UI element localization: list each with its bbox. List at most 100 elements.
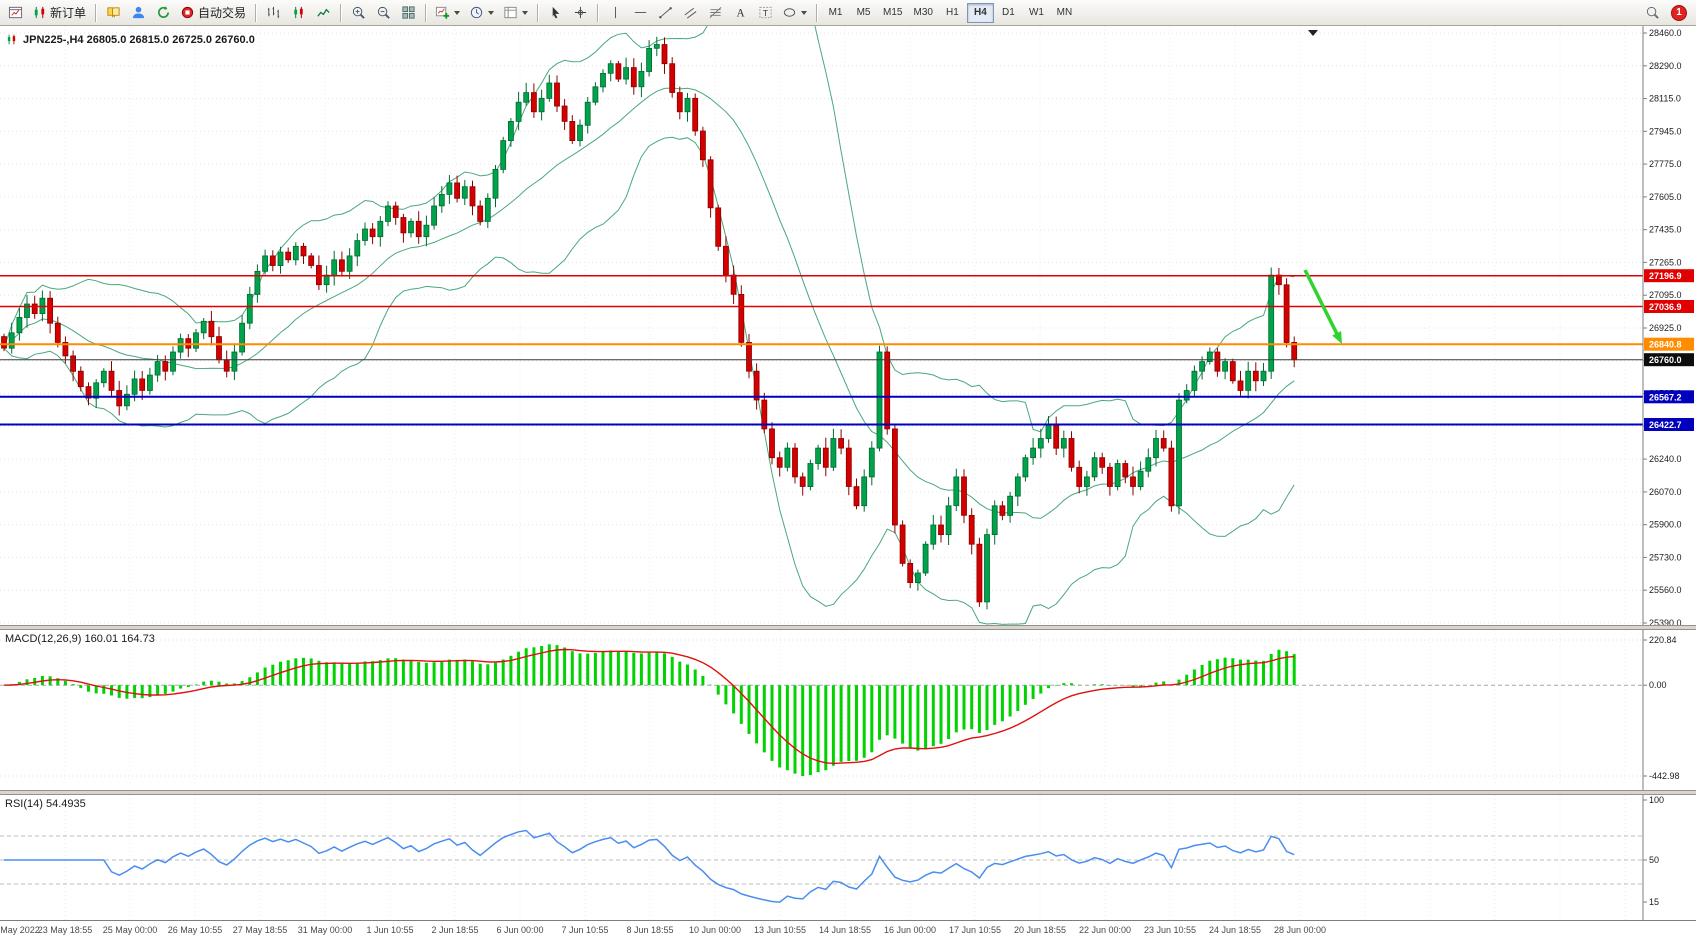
crosshair-tool-button[interactable] [568,2,592,24]
macd-histogram [10,644,1296,776]
shift-marker-icon[interactable] [1308,30,1318,36]
timeframe-m5-button[interactable]: M5 [850,3,877,23]
svg-text:27095.0: 27095.0 [1649,290,1682,300]
auto-trading-button[interactable]: 自动交易 [176,2,250,24]
timeframe-h4-button[interactable]: H4 [966,2,994,23]
toolbar-separator [537,3,539,22]
channel-tool-button[interactable] [678,2,702,24]
timeframe-m15-button[interactable]: M15 [878,3,907,23]
svg-text:25900.0: 25900.0 [1649,520,1682,530]
time-label: 27 May 18:55 [232,925,288,935]
tile-windows-button[interactable] [396,2,420,24]
svg-text:25560.0: 25560.0 [1649,585,1682,595]
fibonacci-icon [709,6,721,19]
timeframe-m1-button[interactable]: M1 [822,3,849,23]
svg-text:-442.98: -442.98 [1649,771,1680,781]
timeframe-w1-button[interactable]: W1 [1023,3,1050,23]
refresh-icon [157,6,169,18]
dropdown-caret-icon [801,10,808,15]
time-label: 17 Jun 10:55 [948,925,1002,935]
timeframe-m30-button[interactable]: M30 [908,3,937,23]
svg-text:A: A [736,7,745,19]
auto-trading-icon [181,6,194,19]
panel-splitter[interactable] [0,790,1696,795]
timeframe-d1-button[interactable]: D1 [995,3,1022,23]
panel-splitter[interactable] [0,625,1696,630]
svg-text:27945.0: 27945.0 [1649,126,1682,136]
period-button[interactable] [465,2,498,24]
zoom-out-button[interactable] [371,2,395,24]
notification-badge[interactable]: 1 [1671,4,1687,21]
toolbar-separator [425,3,427,22]
candlestick-icon [293,6,303,19]
macd-panel[interactable]: 220.84 0.00 -442.98 MACD(12,26,9) 160.01 1… [0,630,1696,790]
time-label: 25 May 00:00 [102,925,158,935]
trendline-icon [658,7,672,19]
svg-text:25390.0: 25390.0 [1649,618,1682,625]
svg-text:26840.8: 26840.8 [1649,340,1682,350]
horizontal-line-icon [634,12,646,13]
time-axis[interactable]: May 2022 23 May 18:55 25 May 00:00 26 May 1… [0,920,1696,940]
new-chart-button[interactable] [431,2,464,24]
line-chart-mode-button[interactable] [311,2,335,24]
zoom-in-button[interactable] [346,2,370,24]
time-label: 13 Jun 10:55 [753,925,807,935]
fibonacci-tool-button[interactable] [703,2,727,24]
timeframe-h1-button[interactable]: H1 [939,3,966,23]
text-tool-button[interactable]: A [728,2,752,24]
svg-text:27265.0: 27265.0 [1649,257,1682,267]
refresh-button[interactable] [151,2,175,24]
price-axis[interactable]: 28460.0 28290.0 28115.0 27945.0 27775.0 27605… [1642,26,1694,625]
search-icon [1646,6,1659,19]
cursor-tool-button[interactable] [543,2,567,24]
chart-window-button[interactable] [3,2,27,24]
time-label: 24 Jun 18:55 [1208,925,1262,935]
new-order-button[interactable]: 新订单 [28,2,90,24]
shapes-tool-button[interactable] [778,2,811,24]
macd-axis[interactable]: 220.84 0.00 -442.98 [1642,630,1680,790]
toolbar-separator [255,3,257,22]
time-label: 26 May 10:55 [167,925,223,935]
time-label: 8 Jun 18:55 [626,925,674,935]
time-label: 2 Jun 18:55 [431,925,479,935]
trendline-tool-button[interactable] [653,2,677,24]
rsi-axis[interactable]: 100 50 15 [1642,795,1664,920]
search-button[interactable] [1640,2,1664,24]
price-chart-canvas[interactable]: 28460.0 28290.0 28115.0 27945.0 27775.0 27605… [0,26,1696,625]
trend-arrow[interactable] [1303,269,1342,344]
rsi-line [4,829,1295,903]
rsi-panel[interactable]: 100 50 15 RSI(14) 54.4935 [0,795,1696,920]
time-label: 28 Jun 00:00 [1273,925,1327,935]
new-chart-icon [435,6,450,19]
bar-chart-mode-button[interactable] [261,2,285,24]
macd-canvas[interactable]: 220.84 0.00 -442.98 [0,630,1696,790]
svg-text:50: 50 [1649,855,1659,865]
clock-icon [470,6,483,19]
history-center-button[interactable] [101,2,125,24]
vertical-line-tool-button[interactable] [603,2,627,24]
svg-text:28115.0: 28115.0 [1649,94,1681,104]
label-icon: T [758,6,772,19]
svg-text:26070.0: 26070.0 [1649,487,1682,497]
time-label: 31 May 00:00 [297,925,353,935]
new-order-label: 新订单 [50,6,87,20]
horizontal-line-tool-button[interactable] [628,2,652,24]
accounts-button[interactable] [126,2,150,24]
svg-text:15: 15 [1649,897,1659,907]
time-label: 20 Jun 18:55 [1013,925,1067,935]
candlestick-mode-button[interactable] [286,2,310,24]
horizontal-levels[interactable] [0,274,1643,426]
svg-text:26760.0: 26760.0 [1649,355,1682,365]
label-tool-button[interactable]: T [753,2,777,24]
rsi-canvas[interactable]: 100 50 15 [0,795,1696,920]
cursor-icon [552,6,559,19]
price-chart-panel[interactable]: 28460.0 28290.0 28115.0 27945.0 27775.0 27605… [0,26,1696,625]
line-chart-icon [316,8,330,17]
toolbar-right-tools: 1 [1640,2,1693,24]
svg-text:26240.0: 26240.0 [1649,454,1682,464]
time-label: 14 Jun 18:55 [818,925,872,935]
template-button[interactable] [499,2,532,24]
dropdown-caret-icon [522,10,529,15]
timeframe-mn-button[interactable]: MN [1051,3,1078,23]
time-label: 16 Jun 00:00 [883,925,937,935]
